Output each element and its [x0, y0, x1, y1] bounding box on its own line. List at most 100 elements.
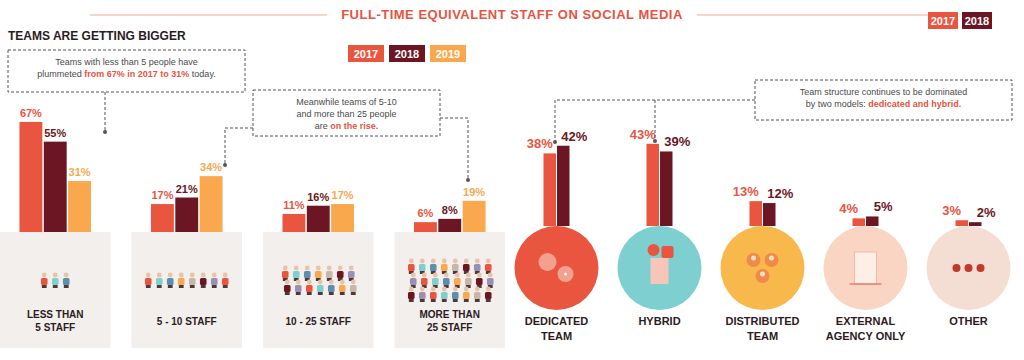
people-head	[486, 287, 491, 292]
bar	[68, 181, 91, 232]
people-head	[168, 273, 173, 278]
people-body	[485, 264, 492, 271]
bar	[557, 146, 569, 226]
people-body	[156, 278, 163, 285]
legend: 20172018	[928, 12, 992, 29]
category-circle	[824, 226, 908, 310]
annotation-text: Teams with less than 5 people have	[55, 57, 198, 67]
data-label: 17%	[332, 189, 354, 201]
people-body	[326, 271, 333, 278]
people-icon	[408, 287, 415, 302]
page: FULL-TIME EQUIVALENT STAFF ON SOCIAL MED…	[0, 0, 1024, 360]
people-icon	[487, 273, 494, 288]
people-body	[441, 264, 448, 271]
people-body	[222, 278, 229, 285]
bar	[969, 222, 981, 226]
people-body	[430, 264, 437, 271]
annotation: Team structure continues to be dominated…	[553, 80, 1012, 144]
people-head	[42, 273, 47, 278]
people-legs	[179, 285, 184, 288]
people-head	[351, 280, 356, 285]
people-head	[305, 266, 310, 271]
annotation-connector	[655, 100, 656, 141]
annotation-connector	[105, 92, 106, 132]
category-label: DISTRIBUTEDTEAM	[726, 315, 800, 342]
data-label: 19%	[463, 186, 485, 198]
people-icon	[463, 287, 470, 302]
category-label-line: DEDICATED	[525, 315, 588, 327]
people-body	[178, 278, 185, 285]
people-body	[452, 264, 459, 271]
bar	[19, 122, 42, 232]
people-icon	[452, 259, 459, 274]
category-label: OTHER	[949, 315, 988, 327]
people-body	[315, 271, 322, 278]
people-icon	[317, 280, 324, 295]
people-icon	[474, 259, 481, 274]
people-head	[296, 280, 301, 285]
data-label: 4%	[839, 201, 858, 216]
icon-shape	[747, 253, 761, 267]
annotation-highlight: from 67% in 2017 to 31%	[84, 69, 189, 79]
bar	[463, 201, 486, 232]
category-label-line: 5 STAFF	[35, 322, 75, 333]
people-icon	[430, 259, 437, 274]
people-icon	[485, 259, 492, 274]
people-head	[442, 259, 447, 264]
bar	[282, 214, 305, 232]
people-body	[474, 292, 481, 299]
icon-shape	[651, 258, 669, 284]
people-legs	[53, 285, 58, 288]
data-label: 39%	[664, 134, 690, 149]
legend-label: 2019	[436, 48, 460, 60]
people-head	[475, 259, 480, 264]
people-icon	[222, 273, 229, 288]
people-icon	[145, 273, 152, 288]
people-body	[430, 292, 437, 299]
legend-label: 2017	[354, 48, 378, 60]
category-label: LESS THAN5 STAFF	[27, 309, 84, 333]
people-body	[317, 285, 324, 292]
icon-shape	[977, 264, 985, 272]
people-icon	[452, 287, 459, 302]
bar	[200, 176, 223, 232]
people-body	[52, 278, 59, 285]
people-icon	[189, 273, 196, 288]
people-body	[474, 264, 481, 271]
people-icon	[339, 280, 346, 295]
people-legs	[453, 299, 458, 302]
people-head	[411, 273, 416, 278]
people-icon	[315, 266, 322, 281]
bar	[331, 204, 354, 232]
data-label: 11%	[283, 199, 305, 211]
people-legs	[420, 299, 425, 302]
people-head	[433, 273, 438, 278]
people-head	[327, 266, 332, 271]
people-legs	[296, 292, 301, 295]
people-body	[463, 264, 470, 271]
data-label: 6%	[417, 207, 433, 219]
legend-label: 2017	[931, 15, 955, 27]
bar	[544, 153, 556, 226]
people-legs	[318, 292, 323, 295]
people-head	[409, 287, 414, 292]
people-head	[283, 266, 288, 271]
category-circle	[721, 226, 805, 310]
data-label: 13%	[733, 184, 759, 199]
data-label: 5%	[874, 199, 893, 214]
people-body	[200, 278, 207, 285]
people-icon	[476, 273, 483, 288]
annotation-text: and more than 25 people	[296, 109, 396, 119]
people-head	[453, 259, 458, 264]
people-body	[487, 278, 494, 285]
bar	[956, 220, 968, 226]
people-icon	[485, 287, 492, 302]
category-circle	[515, 226, 599, 310]
bar	[44, 142, 67, 232]
title-rule	[697, 15, 935, 16]
people-legs	[351, 292, 356, 295]
people-icon	[200, 273, 207, 288]
people-head	[190, 273, 195, 278]
people-head	[477, 273, 482, 278]
people-body	[452, 292, 459, 299]
